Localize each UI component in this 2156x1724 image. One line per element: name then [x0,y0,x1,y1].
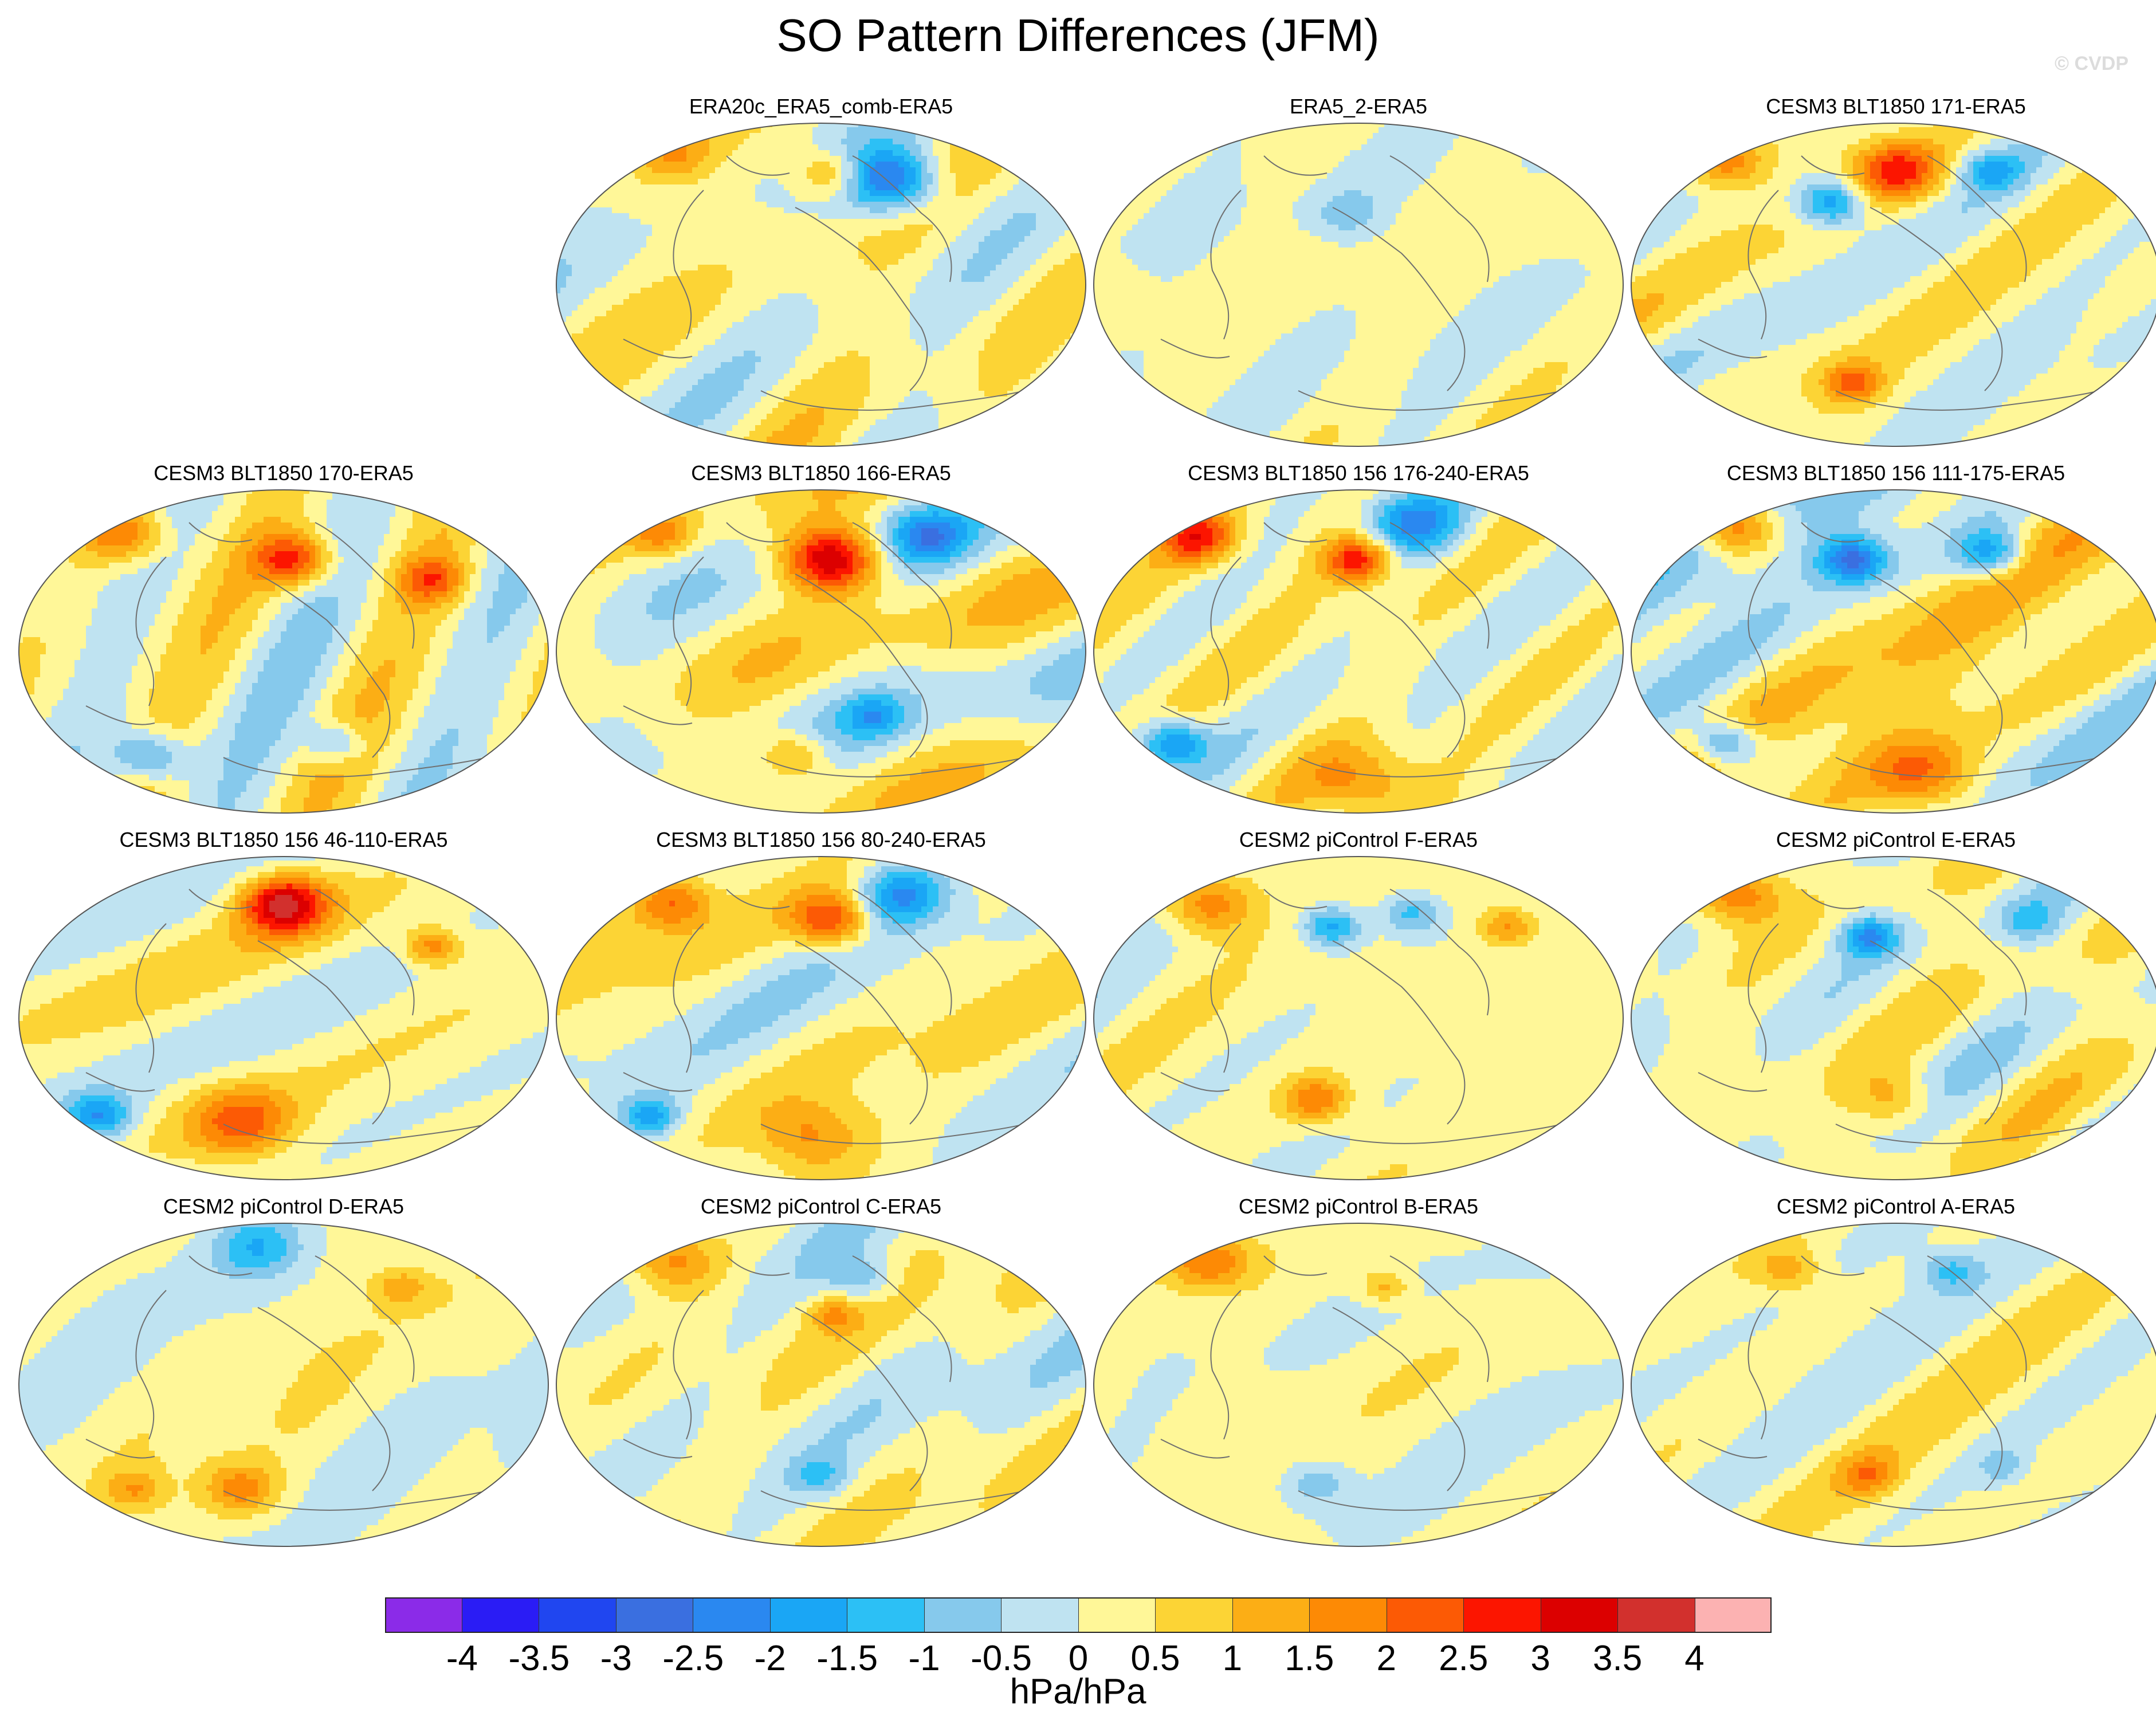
map-panel: CESM3 BLT1850 156 176-240-ERA5 [1092,458,1625,814]
map-panel-grid: ERA20c_ERA5_comb-ERA5 ERA5_2-ERA5 CESM3 BL… [0,0,2156,1581]
panel-title: CESM3 BLT1850 171-ERA5 [1629,92,2156,121]
world-map [1629,1222,2156,1548]
map-panel: CESM3 BLT1850 166-ERA5 [555,458,1087,814]
panel-title: CESM3 BLT1850 156 80-240-ERA5 [555,825,1087,855]
world-map [555,855,1087,1181]
world-map [555,1222,1087,1548]
world-map [1629,121,2156,448]
panel-title: CESM3 BLT1850 156 111-175-ERA5 [1629,458,2156,488]
world-map [17,855,550,1181]
world-map [555,488,1087,815]
map-panel: CESM3 BLT1850 170-ERA5 [17,458,550,814]
world-map [1629,488,2156,815]
panel-title: CESM2 piControl B-ERA5 [1092,1192,1625,1222]
panel-title: CESM2 piControl D-ERA5 [17,1192,550,1222]
map-panel: ERA5_2-ERA5 [1092,92,1625,447]
map-panel: CESM2 piControl D-ERA5 [17,1192,550,1547]
colorbar [385,1597,1772,1633]
world-map [1629,855,2156,1181]
world-map [1092,1222,1625,1548]
panel-title: ERA20c_ERA5_comb-ERA5 [555,92,1087,121]
world-map [1092,855,1625,1181]
panel-title: CESM3 BLT1850 170-ERA5 [17,458,550,488]
panel-title: CESM3 BLT1850 166-ERA5 [555,458,1087,488]
world-map [1092,121,1625,448]
world-map [1092,488,1625,815]
map-panel: ERA20c_ERA5_comb-ERA5 [555,92,1087,447]
panel-title: CESM3 BLT1850 156 176-240-ERA5 [1092,458,1625,488]
map-panel: CESM3 BLT1850 156 80-240-ERA5 [555,825,1087,1180]
map-panel: CESM2 piControl E-ERA5 [1629,825,2156,1180]
world-map [17,1222,550,1548]
map-panel: CESM3 BLT1850 171-ERA5 [1629,92,2156,447]
panel-title: CESM2 piControl E-ERA5 [1629,825,2156,855]
map-panel: CESM2 piControl C-ERA5 [555,1192,1087,1547]
colorbar-units: hPa/hPa [0,1672,2156,1712]
panel-title: CESM2 piControl F-ERA5 [1092,825,1625,855]
map-panel: CESM2 piControl B-ERA5 [1092,1192,1625,1547]
colorbar-frame [385,1597,1772,1633]
map-panel: CESM2 piControl F-ERA5 [1092,825,1625,1180]
world-map [17,488,550,815]
map-panel: CESM3 BLT1850 156 46-110-ERA5 [17,825,550,1180]
panel-title: CESM3 BLT1850 156 46-110-ERA5 [17,825,550,855]
map-panel: CESM2 piControl A-ERA5 [1629,1192,2156,1547]
panel-title: ERA5_2-ERA5 [1092,92,1625,121]
map-panel: CESM3 BLT1850 156 111-175-ERA5 [1629,458,2156,814]
panel-title: CESM2 piControl A-ERA5 [1629,1192,2156,1222]
panel-title: CESM2 piControl C-ERA5 [555,1192,1087,1222]
world-map [555,121,1087,448]
